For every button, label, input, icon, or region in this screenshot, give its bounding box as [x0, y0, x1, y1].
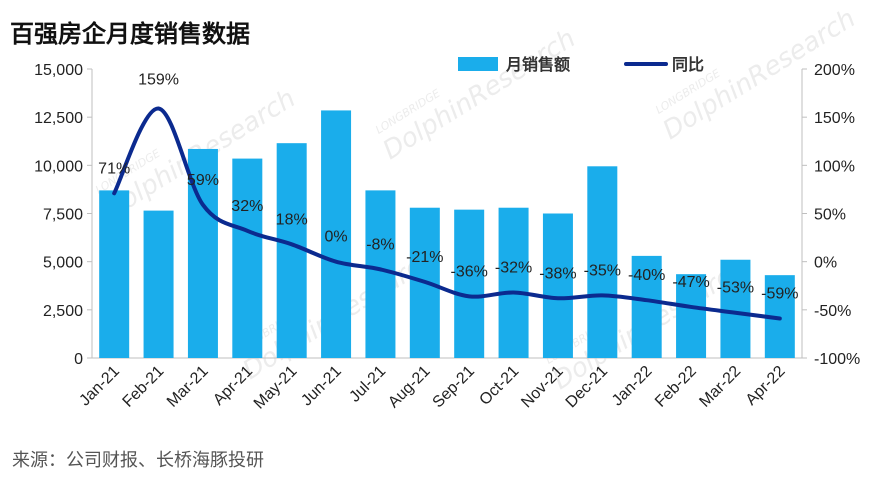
y-left-tick-label: 0 — [74, 351, 83, 368]
x-tick-label: Apr-21 — [210, 363, 256, 409]
y-left-tick-label: 15,000 — [34, 62, 83, 79]
x-tick-label: Sep-21 — [430, 363, 479, 412]
data-label: -21% — [406, 249, 443, 266]
bar — [321, 110, 352, 358]
y-left-tick-label: 5,000 — [43, 255, 83, 272]
chart-title: 百强房企月度销售数据 — [10, 20, 250, 48]
data-labels: 71% 159% 59% 32% 18% 0% -8% -21% -36% -32% -38% -35… — [98, 71, 798, 302]
data-label: -40% — [628, 267, 665, 284]
y-left-tick-label: 7,500 — [43, 207, 83, 224]
bar — [498, 207, 529, 358]
data-label: 32% — [231, 198, 263, 215]
bar — [232, 158, 263, 358]
bar-series — [99, 110, 795, 358]
x-tick-label: Apr-22 — [743, 363, 789, 409]
y-right-tick-label: -100% — [814, 351, 860, 368]
data-label: 18% — [276, 211, 308, 228]
bar — [631, 255, 662, 358]
legend-swatch-bar — [458, 57, 498, 71]
x-tick-label: Mar-22 — [696, 363, 744, 411]
data-label: -36% — [451, 263, 488, 280]
data-label: -59% — [761, 286, 798, 303]
legend: 月销售额 同比 — [458, 55, 704, 74]
x-tick-label: Jun-21 — [298, 363, 345, 410]
y-right-tick-label: 0% — [814, 255, 837, 272]
x-tick-label: Feb-22 — [652, 363, 700, 411]
x-tick-label: Jan-22 — [609, 363, 656, 410]
bar — [720, 259, 751, 358]
x-tick-label: Aug-21 — [385, 363, 434, 412]
x-tick-label: Feb-21 — [120, 363, 168, 411]
data-label: 71% — [98, 160, 130, 177]
line-series — [112, 106, 782, 321]
bar — [143, 210, 174, 358]
y-right-tick-label: 100% — [814, 158, 855, 175]
y-right-tick-label: -50% — [814, 303, 851, 320]
data-label: 59% — [187, 172, 219, 189]
source-note: 来源：公司财报、长桥海豚投研 — [12, 450, 264, 471]
bar — [276, 143, 307, 358]
x-tick-label: Mar-21 — [164, 363, 212, 411]
y-right-tick-label: 50% — [814, 207, 846, 224]
x-tick-label: Jul-21 — [346, 363, 389, 406]
data-label: 0% — [325, 229, 348, 246]
legend-label-bar: 月销售额 — [505, 55, 570, 74]
bar — [587, 166, 618, 358]
bar — [542, 213, 573, 358]
y-left-tick-label: 10,000 — [34, 158, 83, 175]
y-left-tick-label: 2,500 — [43, 303, 83, 320]
y-right-tick-label: 200% — [814, 62, 855, 79]
data-label: -53% — [717, 280, 754, 297]
bar — [99, 190, 130, 358]
bar — [365, 190, 396, 358]
data-label: -47% — [672, 274, 709, 291]
bar — [676, 274, 707, 358]
data-label: 159% — [138, 71, 179, 88]
legend-label-line: 同比 — [672, 55, 704, 74]
yoy-line — [112, 106, 782, 321]
x-tick-label: Jan-21 — [76, 363, 123, 410]
watermark-text: DolphinResearch — [378, 23, 581, 165]
data-label: -32% — [495, 259, 532, 276]
y-right-tick-label: 150% — [814, 110, 855, 127]
x-tick-label: Oct-21 — [476, 363, 522, 409]
bar — [454, 209, 485, 358]
data-label: -8% — [366, 236, 394, 253]
y-left-tick-label: 12,500 — [34, 110, 83, 127]
data-label: -35% — [584, 262, 621, 279]
data-label: -38% — [539, 265, 576, 282]
